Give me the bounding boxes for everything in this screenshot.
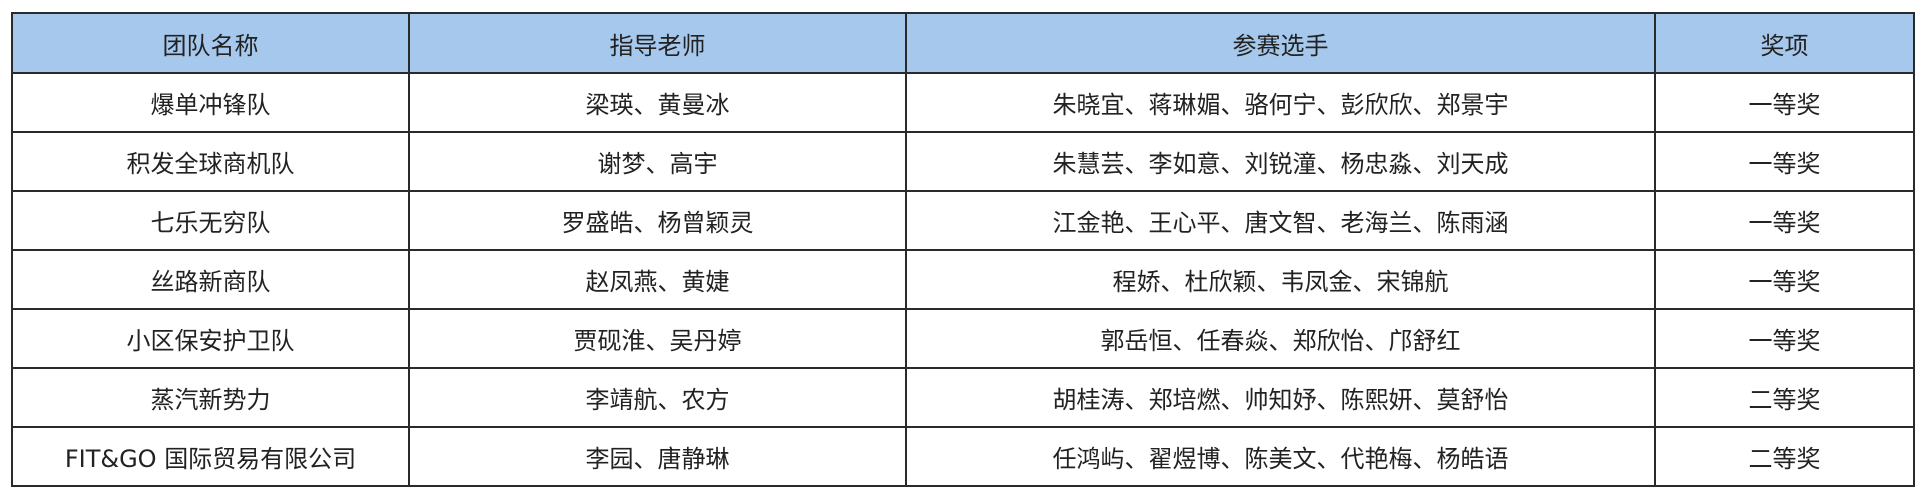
- advisor-cell: 梁瑛、黄曼冰: [408, 72, 907, 133]
- table-row: 七乐无穷队 罗盛皓、杨曾颖灵 江金艳、王心平、唐文智、老海兰、陈雨涵 一等奖: [11, 190, 1915, 251]
- advisor-cell: 赵凤燕、黄婕: [408, 249, 907, 310]
- header-award: 奖项: [1654, 12, 1915, 74]
- advisor-cell: 罗盛皓、杨曾颖灵: [408, 190, 907, 251]
- contestants-cell: 胡桂涛、郑培燃、帅知妤、陈熙妍、莫舒怡: [905, 367, 1656, 428]
- team-name-cell: FIT&GO 国际贸易有限公司: [11, 426, 410, 487]
- team-name-cell: 丝路新商队: [11, 249, 410, 310]
- awards-table: 团队名称 指导老师 参赛选手 奖项 爆单冲锋队 梁瑛、黄曼冰 朱晓宜、蒋琳媚、骆何宁…: [11, 12, 1915, 487]
- team-name-cell: 爆单冲锋队: [11, 72, 410, 133]
- contestants-cell: 江金艳、王心平、唐文智、老海兰、陈雨涵: [905, 190, 1656, 251]
- contestants-cell: 朱晓宜、蒋琳媚、骆何宁、彭欣欣、郑景宇: [905, 72, 1656, 133]
- award-cell: 一等奖: [1654, 190, 1915, 251]
- table-row: 爆单冲锋队 梁瑛、黄曼冰 朱晓宜、蒋琳媚、骆何宁、彭欣欣、郑景宇 一等奖: [11, 72, 1915, 133]
- contestants-cell: 朱慧芸、李如意、刘锐潼、杨忠淼、刘天成: [905, 131, 1656, 192]
- table-row: 小区保安护卫队 贾砚淮、吴丹婷 郭岳恒、任春焱、郑欣怡、邝舒红 一等奖: [11, 308, 1915, 369]
- header-team-name: 团队名称: [11, 12, 410, 74]
- advisor-cell: 李靖航、农方: [408, 367, 907, 428]
- award-cell: 一等奖: [1654, 72, 1915, 133]
- advisor-cell: 贾砚淮、吴丹婷: [408, 308, 907, 369]
- contestants-cell: 任鸿屿、翟煜博、陈美文、代艳梅、杨皓语: [905, 426, 1656, 487]
- team-name-cell: 七乐无穷队: [11, 190, 410, 251]
- team-name-cell: 小区保安护卫队: [11, 308, 410, 369]
- team-name-cell: 积发全球商机队: [11, 131, 410, 192]
- team-name-cell: 蒸汽新势力: [11, 367, 410, 428]
- table-header-row: 团队名称 指导老师 参赛选手 奖项: [11, 12, 1915, 74]
- award-cell: 二等奖: [1654, 426, 1915, 487]
- table-row: 丝路新商队 赵凤燕、黄婕 程娇、杜欣颖、韦凤金、宋锦航 一等奖: [11, 249, 1915, 310]
- advisor-cell: 谢梦、高宇: [408, 131, 907, 192]
- table-row: 积发全球商机队 谢梦、高宇 朱慧芸、李如意、刘锐潼、杨忠淼、刘天成 一等奖: [11, 131, 1915, 192]
- award-cell: 二等奖: [1654, 367, 1915, 428]
- advisor-cell: 李园、唐静琳: [408, 426, 907, 487]
- award-cell: 一等奖: [1654, 131, 1915, 192]
- contestants-cell: 程娇、杜欣颖、韦凤金、宋锦航: [905, 249, 1656, 310]
- header-contestants: 参赛选手: [905, 12, 1656, 74]
- award-cell: 一等奖: [1654, 308, 1915, 369]
- contestants-cell: 郭岳恒、任春焱、郑欣怡、邝舒红: [905, 308, 1656, 369]
- table-row: 蒸汽新势力 李靖航、农方 胡桂涛、郑培燃、帅知妤、陈熙妍、莫舒怡 二等奖: [11, 367, 1915, 428]
- table-row: FIT&GO 国际贸易有限公司 李园、唐静琳 任鸿屿、翟煜博、陈美文、代艳梅、杨皓语…: [11, 426, 1915, 487]
- award-cell: 一等奖: [1654, 249, 1915, 310]
- header-advisor: 指导老师: [408, 12, 907, 74]
